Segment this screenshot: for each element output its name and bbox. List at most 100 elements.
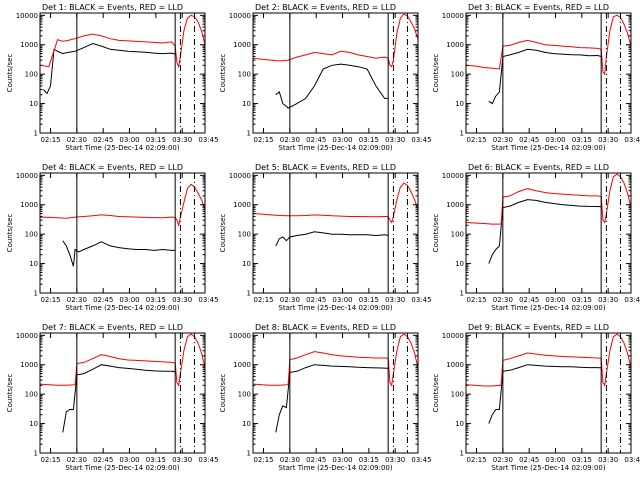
x-tick-label: 03:45: [624, 296, 640, 304]
y-tick-label: 100: [238, 231, 251, 239]
y-tick-label: 100: [25, 231, 38, 239]
x-tick-label: 03:15: [359, 136, 379, 144]
x-axis-label: Start Time (25-Dec-14 02:09:00): [65, 304, 179, 312]
x-tick-label: 03:00: [545, 136, 565, 144]
y-tick-label: 100: [25, 71, 38, 79]
x-tick-label: 02:45: [306, 296, 326, 304]
y-tick-label: 1: [460, 130, 464, 138]
y-tick-label: 10000: [16, 172, 38, 180]
x-tick-label: 03:30: [172, 136, 192, 144]
x-tick-label: 02:30: [493, 296, 513, 304]
x-tick-label: 02:30: [280, 456, 300, 464]
x-tick-label: 03:30: [598, 456, 618, 464]
x-axis-label: Start Time (25-Dec-14 02:09:00): [65, 464, 179, 472]
series-events-line: [62, 240, 176, 267]
y-tick-label: 1000: [20, 41, 38, 49]
x-tick-label: 02:45: [519, 136, 539, 144]
x-tick-label: 03:45: [411, 296, 431, 304]
y-tick-label: 1: [34, 450, 38, 458]
plot-frame: [39, 12, 206, 134]
y-tick-label: 100: [238, 71, 251, 79]
panel-det-1: Det 1: BLACK = Events, RED = LLD 1 10 100 10…: [6, 3, 219, 152]
x-tick-label: 02:30: [67, 136, 87, 144]
y-tick-label: 1000: [233, 41, 251, 49]
x-tick-label: 03:00: [119, 296, 139, 304]
x-tick-label: 03:00: [119, 136, 139, 144]
series-lld-line: [253, 13, 418, 68]
y-tick-label: 1000: [446, 361, 464, 369]
x-tick-label: 02:30: [493, 456, 513, 464]
x-tick-label: 03:45: [624, 136, 640, 144]
y-axis-label: Counts/sec: [6, 374, 14, 413]
y-axis-label: Counts/sec: [6, 214, 14, 253]
plot-frame: [465, 332, 632, 454]
x-axis-label: Start Time (25-Dec-14 02:09:00): [278, 144, 392, 152]
x-tick-label: 03:45: [624, 456, 640, 464]
y-tick-label: 100: [451, 231, 464, 239]
y-tick-label: 10: [455, 100, 464, 108]
x-tick-label: 03:30: [385, 296, 405, 304]
series-lld-line: [466, 173, 631, 225]
y-tick-label: 10: [29, 420, 38, 428]
y-tick-label: 10: [455, 420, 464, 428]
x-tick-label: 02:15: [466, 136, 486, 144]
series-events-line: [43, 42, 176, 95]
y-tick-label: 10000: [16, 12, 38, 20]
panel-title: Det 5: BLACK = Events, RED = LLD: [255, 163, 396, 172]
y-axis-label: Counts/sec: [219, 214, 227, 253]
x-tick-label: 03:30: [598, 296, 618, 304]
y-axis-label: Counts/sec: [432, 374, 440, 413]
x-tick-label: 02:15: [253, 456, 273, 464]
series-lld-line: [466, 14, 631, 76]
x-tick-label: 02:45: [306, 456, 326, 464]
y-axis-label: Counts/sec: [219, 374, 227, 413]
series-events-line: [275, 364, 389, 433]
y-tick-label: 1: [34, 130, 38, 138]
y-tick-label: 10: [242, 100, 251, 108]
y-tick-label: 1: [34, 290, 38, 298]
y-tick-label: 1000: [20, 201, 38, 209]
x-tick-label: 03:00: [545, 456, 565, 464]
x-tick-label: 03:15: [146, 136, 166, 144]
x-tick-label: 03:15: [572, 136, 592, 144]
plot-frame: [39, 172, 206, 294]
x-axis-label: Start Time (25-Dec-14 02:09:00): [278, 304, 392, 312]
panel-title: Det 4: BLACK = Events, RED = LLD: [42, 163, 183, 172]
plot-frame: [252, 12, 419, 134]
x-axis-label: Start Time (25-Dec-14 02:09:00): [491, 304, 605, 312]
y-axis-label: Counts/sec: [6, 54, 14, 93]
x-tick-label: 03:00: [332, 296, 352, 304]
y-tick-label: 1000: [446, 201, 464, 209]
y-tick-label: 100: [451, 391, 464, 399]
x-tick-label: 02:30: [280, 136, 300, 144]
x-tick-label: 02:15: [466, 296, 486, 304]
x-tick-label: 02:45: [519, 456, 539, 464]
x-tick-label: 03:00: [332, 456, 352, 464]
y-tick-label: 10: [455, 260, 464, 268]
x-tick-label: 03:45: [198, 136, 218, 144]
panel-det-8: Det 8: BLACK = Events, RED = LLD 1 10 100 10…: [219, 323, 432, 472]
x-tick-label: 03:15: [572, 456, 592, 464]
x-tick-label: 03:15: [359, 296, 379, 304]
y-tick-label: 10000: [442, 12, 464, 20]
series-events-line: [62, 364, 176, 433]
x-tick-label: 03:15: [146, 296, 166, 304]
x-tick-label: 02:15: [40, 296, 60, 304]
x-tick-label: 03:45: [411, 456, 431, 464]
y-tick-label: 1: [460, 450, 464, 458]
x-tick-label: 02:45: [93, 456, 113, 464]
y-tick-label: 10: [242, 260, 251, 268]
x-tick-label: 03:15: [572, 296, 592, 304]
series-lld-line: [466, 333, 631, 387]
y-tick-label: 1: [247, 450, 251, 458]
y-tick-label: 10000: [442, 172, 464, 180]
x-tick-label: 02:15: [253, 296, 273, 304]
y-axis-label: Counts/sec: [219, 54, 227, 93]
series-lld-line: [40, 333, 205, 387]
y-tick-label: 100: [238, 391, 251, 399]
panel-det-6: Det 6: BLACK = Events, RED = LLD 1 10 100 10…: [432, 163, 640, 312]
panel-title: Det 3: BLACK = Events, RED = LLD: [468, 3, 609, 12]
series-events-line: [488, 48, 602, 105]
x-tick-label: 03:30: [385, 136, 405, 144]
y-axis-label: Counts/sec: [432, 214, 440, 253]
